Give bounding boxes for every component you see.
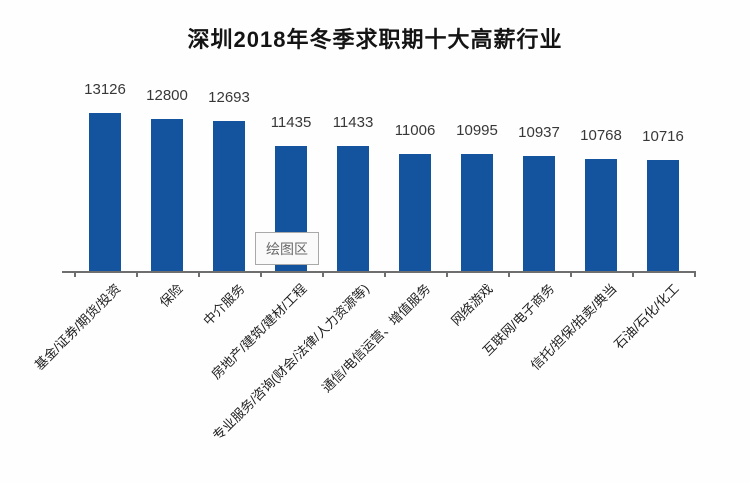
bar[interactable] xyxy=(399,154,431,271)
bar[interactable] xyxy=(647,160,679,271)
bar-value-label: 12693 xyxy=(208,89,250,106)
category-label: 网络游戏 xyxy=(448,281,496,329)
bar-value-label: 12800 xyxy=(146,87,188,104)
x-axis-tick xyxy=(260,271,262,277)
bar[interactable] xyxy=(213,121,245,271)
x-axis-tick xyxy=(384,271,386,277)
bar[interactable] xyxy=(461,154,493,271)
x-axis-line xyxy=(62,271,695,273)
bar-value-label: 10937 xyxy=(518,124,560,141)
bar[interactable] xyxy=(523,156,555,271)
x-axis-tick xyxy=(694,271,696,277)
bar-value-label: 11433 xyxy=(332,114,374,131)
x-axis-tick xyxy=(446,271,448,277)
chart-title: 深圳2018年冬季求职期十大高薪行业 xyxy=(187,27,563,52)
x-axis-tick xyxy=(632,271,634,277)
bar-value-label: 11006 xyxy=(394,122,436,139)
bar[interactable] xyxy=(337,146,369,271)
bar[interactable] xyxy=(89,113,121,271)
x-axis-tick xyxy=(570,271,572,277)
x-axis-tick xyxy=(198,271,200,277)
x-axis-tick xyxy=(74,271,76,277)
plot-area-tooltip: 绘图区 xyxy=(255,232,319,265)
bar[interactable] xyxy=(585,159,617,271)
bar-value-label: 13126 xyxy=(84,81,126,98)
bar-value-label: 11435 xyxy=(270,114,312,131)
plot-area-tooltip-label: 绘图区 xyxy=(266,240,308,257)
category-label: 基金/证券/期货/投资 xyxy=(31,281,124,373)
category-label: 中介服务 xyxy=(200,281,248,329)
x-axis-tick xyxy=(136,271,138,277)
category-label: 石油/石化/化工 xyxy=(610,281,682,352)
bar[interactable] xyxy=(151,119,183,271)
category-label: 保险 xyxy=(156,281,186,311)
x-axis-tick xyxy=(322,271,324,277)
bar-value-label: 10768 xyxy=(580,127,622,144)
bar-value-label: 10995 xyxy=(456,122,498,139)
category-label: 通信/电信运营、增值服务 xyxy=(319,281,434,396)
bar-value-label: 10716 xyxy=(642,128,684,145)
x-axis-tick xyxy=(508,271,510,277)
